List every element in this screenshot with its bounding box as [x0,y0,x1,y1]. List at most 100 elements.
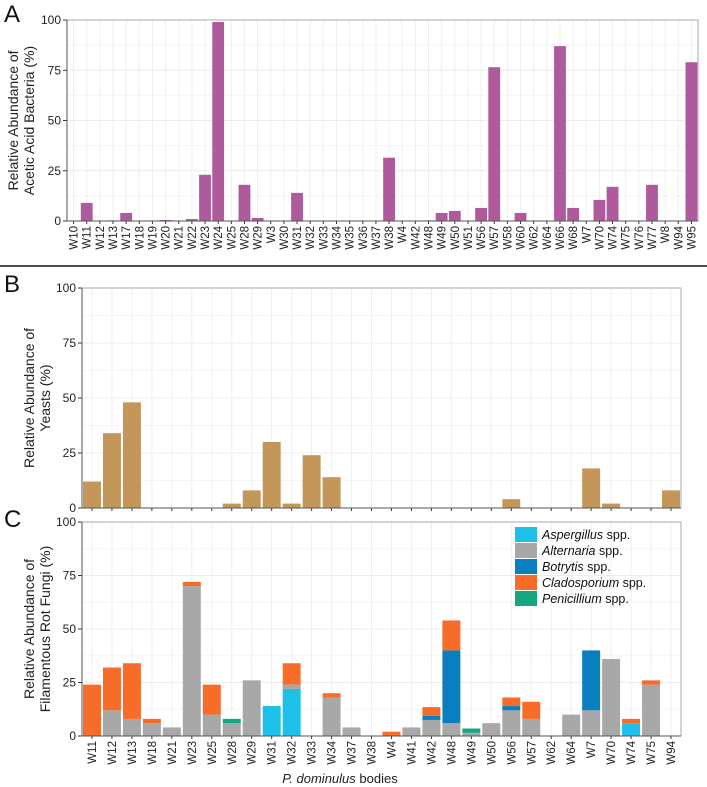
x-tick-label: W30 [279,226,291,250]
bar-segment-penicillium [222,718,241,724]
x-tick-label: W8 [660,226,672,243]
panel-label-c: C [4,506,21,533]
x-tick-label: W31 [267,741,279,765]
bar-segment-alternaria [162,727,181,736]
bar [122,402,141,508]
x-tick-label: W28 [227,741,239,765]
bar [582,468,601,508]
legend-item-aspergillus: Aspergillus spp. [515,527,630,542]
x-tick-label: W64 [542,225,554,249]
bar-segment-cladosporium [202,684,221,715]
bar-segment-botrytis [582,650,601,711]
panel-a-acetic-acid-bacteria: 0 25 50 75 100 W10 W11 W12 W13 W17 W18 W19 W20 W21 W22… [5,13,699,250]
bar [567,207,580,221]
x-tick-label: W76 [634,226,646,250]
legend-swatch [515,527,537,542]
x-tick-label: W7 [586,741,598,758]
x-tick-label: W21 [167,741,179,765]
bar-segment-botrytis [442,650,461,724]
bar [554,46,566,221]
y-tick-label: 50 [63,391,77,405]
x-tick-label: W62 [529,226,541,250]
x-tick-label: W66 [555,226,567,250]
y-tick-label: 50 [48,114,62,128]
x-tick-label: W35 [345,226,357,250]
bar-segment-alternaria [462,732,481,736]
bar-segment-alternaria [242,680,261,736]
y-tick-label: 0 [54,214,61,228]
bar [606,186,619,221]
x-tick-label: W42 [426,741,438,765]
bar-segment-cladosporium [82,684,101,736]
bar-segment-penicillium [462,728,481,733]
x-tick-label: W22 [187,226,199,250]
x-tick-label: W12 [107,741,119,765]
bar-segment-aspergillus [622,723,641,736]
x-tick-label: W74 [626,740,638,764]
bar [159,219,172,221]
y-tick-label: 0 [69,729,76,743]
x-tick-label: W36 [358,226,370,250]
x-tick-label: W20 [161,226,173,250]
x-tick-label: W49 [437,226,449,250]
bar-segment-cladosporium [322,693,341,698]
y-tick-label: 25 [63,446,77,460]
x-tick-label: W57 [489,226,501,250]
bar-segment-alternaria [122,718,141,736]
bar-segment-alternaria [202,714,221,736]
panel-label-a: A [4,1,20,28]
bar-segment-alternaria [582,710,601,736]
bar-segment-cladosporium [102,667,121,711]
bar-segment-cladosporium [142,718,161,724]
bar-segment-cladosporium [442,620,461,651]
x-tick-label: W94 [666,740,678,764]
x-tick-label: W38 [384,226,396,250]
x-tick-label: W32 [305,226,317,250]
x-tick-label: W57 [526,741,538,765]
legend-label: Penicillium spp. [542,592,629,606]
bar-segment-cladosporium [282,663,301,685]
y-axis-title: Relative Abundance ofAcetic Acid Bacteri… [5,46,37,195]
bar-segment-alternaria [182,586,201,736]
x-tick-label: W13 [127,741,139,765]
legend-item-alternaria: Alternaria spp. [515,543,623,558]
bar-segment-cladosporium [522,701,541,719]
bar-segment-alternaria [142,723,161,736]
bar-segment-aspergillus [262,706,281,736]
x-tick-label: W19 [147,226,159,250]
x-tick-label: W17 [121,226,133,250]
bar [199,174,211,221]
x-tick-label: W3 [266,226,278,243]
bar [646,184,658,221]
legend-item-cladosporium: Cladosporium spp. [515,575,646,590]
bar-segment-alternaria [522,718,541,736]
bar-segment-alternaria [502,710,521,736]
bar-segment-cladosporium [122,663,141,719]
x-tick-label: W56 [476,226,488,250]
x-tick-label: W49 [466,741,478,765]
bar-segment-botrytis [422,715,441,720]
legend-label: Botrytis spp. [542,560,611,574]
x-tick-label: W11 [87,741,99,764]
legend-label: Aspergillus spp. [541,528,630,542]
bar [262,442,281,508]
x-tick-label: W77 [647,226,659,250]
x-tick-label: W23 [200,226,212,250]
y-axis-title: Relative Abundance ofFilamentous Rot Fun… [21,546,53,713]
x-tick-label: W32 [287,741,299,765]
x-tick-label: W68 [568,226,580,250]
y-tick-label: 75 [63,336,77,350]
x-tick-label: W48 [424,226,436,250]
x-tick-label: W25 [226,226,238,250]
x-tick-label: W51 [463,226,475,250]
bar-segment-cladosporium [502,697,521,707]
bar-segment-alternaria [442,723,461,736]
x-tick-label: W34 [327,740,339,764]
legend-swatch [515,559,537,574]
bar [435,212,448,221]
bar-segment-cladosporium [622,718,641,724]
bar [322,477,341,508]
x-tick-label: W31 [292,226,304,250]
y-tick-label: 100 [56,515,76,529]
bar [488,67,501,221]
